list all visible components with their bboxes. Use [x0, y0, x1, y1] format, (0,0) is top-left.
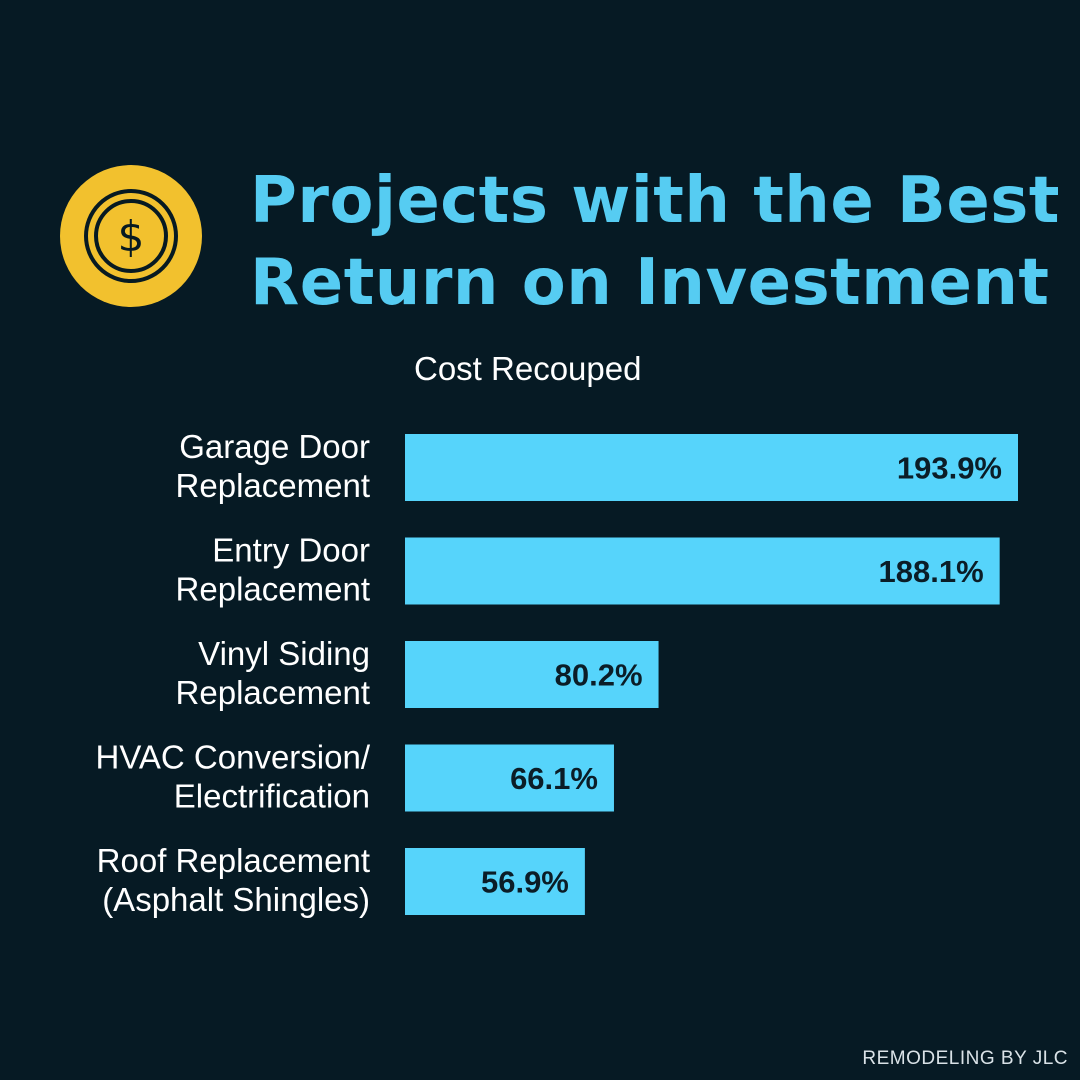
bar-4	[405, 744, 614, 812]
source-credit: REMODELING BY JLC	[862, 1048, 1068, 1069]
value-label-1: 193.9%	[897, 451, 1002, 486]
category-label-5-line-2: (Asphalt Shingles)	[102, 881, 370, 918]
category-label-4-line-1: HVAC Conversion/	[96, 739, 371, 776]
value-label-4: 66.1%	[510, 761, 598, 796]
category-label-4-line-2: Electrification	[174, 778, 370, 815]
bar-3	[405, 641, 659, 708]
category-label-1-line-1: Garage Door	[179, 428, 370, 465]
value-label-5: 56.9%	[481, 865, 569, 900]
category-label-5-line-1: Roof Replacement	[97, 842, 370, 879]
category-label-3-line-2: Replacement	[176, 674, 370, 711]
title-line-1: Projects with the Best	[250, 164, 1060, 238]
svg-text:$: $	[118, 212, 145, 261]
category-label-1-line-2: Replacement	[176, 467, 370, 504]
bar-1	[405, 434, 1018, 501]
value-label-2: 188.1%	[879, 554, 984, 589]
dollar-coin-icon: $	[60, 165, 202, 307]
bar-5	[405, 848, 585, 915]
title-line-2: Return on Investment	[250, 246, 1050, 320]
chart-subtitle: Cost Recouped	[414, 350, 642, 387]
bar-2	[405, 537, 1000, 605]
category-label-2-line-2: Replacement	[176, 571, 370, 608]
category-label-2-line-1: Entry Door	[212, 532, 370, 569]
value-label-3: 80.2%	[555, 658, 643, 693]
category-label-3-line-1: Vinyl Siding	[198, 635, 370, 672]
page-title: Projects with the Best Return on Investm…	[250, 160, 1060, 324]
